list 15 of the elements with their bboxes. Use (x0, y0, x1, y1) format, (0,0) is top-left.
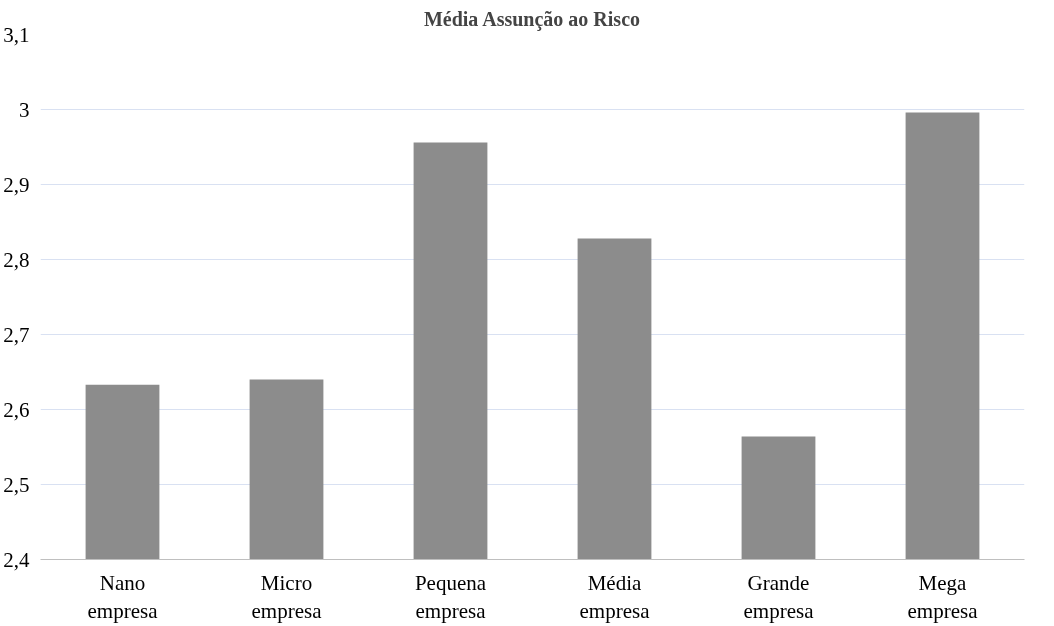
x-tick-label: Mega empresa (907, 570, 979, 624)
y-tick-label: 2,8 (3, 247, 30, 272)
x-tick-label: Nano empresa (87, 570, 159, 624)
y-tick-label: 2,9 (3, 172, 30, 197)
y-tick-label: 3,1 (3, 22, 30, 47)
x-tick-label: Grande empresa (743, 570, 815, 624)
y-tick-label: 2,6 (3, 397, 30, 422)
x-tick-label: Micro empresa (251, 570, 323, 624)
y-tick-label: 2,7 (3, 322, 30, 347)
y-tick-label: 2,4 (3, 547, 30, 572)
x-tick-label: Pequena empresa (414, 570, 487, 624)
chart-title: Média Assunção ao Risco (423, 7, 641, 31)
y-tick-label: 2,5 (3, 472, 30, 497)
y-tick-label: 3 (19, 97, 30, 122)
x-tick-label: Média empresa (579, 570, 651, 624)
